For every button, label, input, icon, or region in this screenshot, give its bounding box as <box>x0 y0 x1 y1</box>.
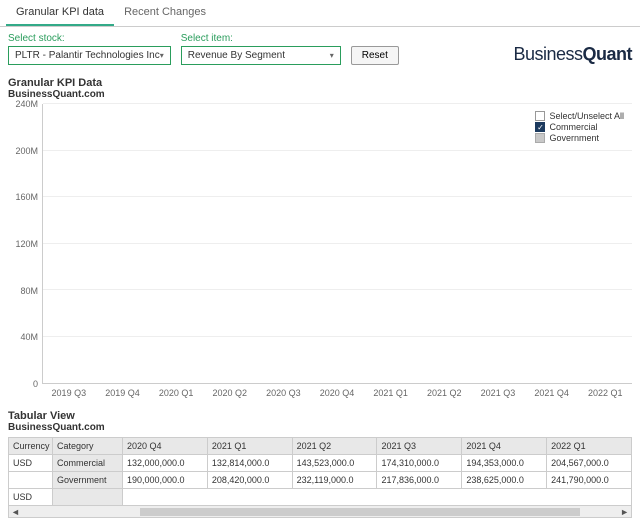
chart-title: Granular KPI Data <box>8 77 632 89</box>
data-table: CurrencyCategory2020 Q42021 Q12021 Q2202… <box>8 437 632 506</box>
grid-line <box>43 243 632 244</box>
table-header-cell[interactable]: Currency <box>9 438 53 455</box>
stock-label: Select stock: <box>8 33 171 44</box>
grid-line <box>43 150 632 151</box>
x-tick-label: 2019 Q4 <box>96 384 150 398</box>
table-cell: Commercial <box>53 455 123 472</box>
checkbox-icon <box>535 133 545 143</box>
chevron-down-icon: ▾ <box>160 51 164 60</box>
item-control: Select item: Revenue By Segment ▾ <box>181 33 341 65</box>
table-cell: 217,836,000.0 <box>377 472 462 489</box>
item-label: Select item: <box>181 33 341 44</box>
scroll-left-icon[interactable]: ◄ <box>11 507 20 517</box>
scroll-right-icon[interactable]: ► <box>620 507 629 517</box>
brand-part2: Quant <box>583 44 633 64</box>
legend-select-all-label: Select/Unselect All <box>549 111 624 121</box>
table-cell: 232,119,000.0 <box>292 472 377 489</box>
brand-part1: Business <box>513 44 582 64</box>
item-value: Revenue By Segment <box>188 50 285 61</box>
y-tick-label: 120M <box>15 239 38 249</box>
table-cell: 132,814,000.0 <box>207 455 292 472</box>
plot: Select/Unselect All ✓ Commercial Governm… <box>42 104 632 384</box>
table-row: USDCommercial132,000,000.0132,814,000.01… <box>9 455 632 472</box>
table-header-cell[interactable]: 2021 Q4 <box>462 438 547 455</box>
table-subtitle: BusinessQuant.com <box>8 422 632 433</box>
y-tick-label: 240M <box>15 99 38 109</box>
chart-legend: Select/Unselect All ✓ Commercial Governm… <box>531 106 628 148</box>
y-tick-label: 40M <box>20 332 38 342</box>
tab-granular[interactable]: Granular KPI data <box>6 0 114 26</box>
checkbox-icon <box>535 111 545 121</box>
y-tick-label: 200M <box>15 146 38 156</box>
chart-subtitle: BusinessQuant.com <box>8 89 632 100</box>
x-axis: 2019 Q32019 Q42020 Q12020 Q22020 Q32020 … <box>8 384 632 398</box>
footer-empty <box>53 489 123 506</box>
table-cell: 204,567,000.0 <box>547 455 632 472</box>
chart-section: Granular KPI Data BusinessQuant.com 0 40M… <box>0 71 640 404</box>
y-tick-label: 80M <box>20 286 38 296</box>
table-header-cell[interactable]: 2021 Q1 <box>207 438 292 455</box>
x-tick-label: 2019 Q3 <box>42 384 96 398</box>
y-axis: 040M80M120M160M200M240M <box>8 104 42 384</box>
chevron-down-icon: ▾ <box>330 51 334 60</box>
table-cell: 132,000,000.0 <box>123 455 208 472</box>
table-cell: 194,353,000.0 <box>462 455 547 472</box>
stock-control: Select stock: PLTR - Palantir Technologi… <box>8 33 171 65</box>
item-select[interactable]: Revenue By Segment ▾ <box>181 46 341 65</box>
table-footer-row: USD <box>9 489 632 506</box>
table-cell: 190,000,000.0 <box>123 472 208 489</box>
table-header-cell[interactable]: Category <box>53 438 123 455</box>
table-cell <box>9 472 53 489</box>
grid-line <box>43 103 632 104</box>
x-tick-label: 2021 Q2 <box>417 384 471 398</box>
footer-empty <box>123 489 632 506</box>
table-cell: USD <box>9 455 53 472</box>
checkbox-icon: ✓ <box>535 122 545 132</box>
table-title: Tabular View <box>8 410 632 422</box>
x-tick-label: 2021 Q1 <box>364 384 418 398</box>
table-header-cell[interactable]: 2021 Q3 <box>377 438 462 455</box>
y-tick-label: 160M <box>15 192 38 202</box>
grid-line <box>43 196 632 197</box>
grid-line <box>43 289 632 290</box>
table-body: USDCommercial132,000,000.0132,814,000.01… <box>9 455 632 489</box>
stock-value: PLTR - Palantir Technologies Inc <box>15 50 160 61</box>
x-tick-label: 2020 Q2 <box>203 384 257 398</box>
tab-recent[interactable]: Recent Changes <box>114 0 216 26</box>
controls-row: Select stock: PLTR - Palantir Technologi… <box>0 27 640 71</box>
tabs-bar: Granular KPI data Recent Changes <box>0 0 640 27</box>
x-tick-label: 2021 Q4 <box>525 384 579 398</box>
table-row: Government190,000,000.0208,420,000.0232,… <box>9 472 632 489</box>
footer-currency: USD <box>9 489 53 506</box>
x-tick-label: 2020 Q4 <box>310 384 364 398</box>
x-tick-label: 2022 Q1 <box>578 384 632 398</box>
table-header-cell[interactable]: 2022 Q1 <box>547 438 632 455</box>
table-header-cell[interactable]: 2021 Q2 <box>292 438 377 455</box>
x-tick-label: 2020 Q1 <box>149 384 203 398</box>
table-cell: Government <box>53 472 123 489</box>
table-header-cell[interactable]: 2020 Q4 <box>123 438 208 455</box>
stock-select[interactable]: PLTR - Palantir Technologies Inc ▾ <box>8 46 171 65</box>
legend-commercial[interactable]: ✓ Commercial <box>535 122 624 132</box>
x-tick-label: 2021 Q3 <box>471 384 525 398</box>
table-cell: 241,790,000.0 <box>547 472 632 489</box>
chart-plot-area: 040M80M120M160M200M240M Select/Unselect … <box>8 104 632 384</box>
table-cell: 174,310,000.0 <box>377 455 462 472</box>
legend-government-label: Government <box>549 133 599 143</box>
table-scrollbar[interactable]: ◄ ► <box>8 506 632 518</box>
legend-government[interactable]: Government <box>535 133 624 143</box>
table-cell: 238,625,000.0 <box>462 472 547 489</box>
table-cell: 143,523,000.0 <box>292 455 377 472</box>
scroll-thumb[interactable] <box>140 508 580 516</box>
y-tick-label: 0 <box>33 379 38 389</box>
table-header-row: CurrencyCategory2020 Q42021 Q12021 Q2202… <box>9 438 632 455</box>
x-tick-label: 2020 Q3 <box>257 384 311 398</box>
brand-logo: BusinessQuant <box>513 44 632 65</box>
grid-line <box>43 336 632 337</box>
table-cell: 208,420,000.0 <box>207 472 292 489</box>
reset-button[interactable]: Reset <box>351 46 399 65</box>
legend-commercial-label: Commercial <box>549 122 597 132</box>
table-section: Tabular View BusinessQuant.com CurrencyC… <box>0 404 640 524</box>
legend-select-all[interactable]: Select/Unselect All <box>535 111 624 121</box>
